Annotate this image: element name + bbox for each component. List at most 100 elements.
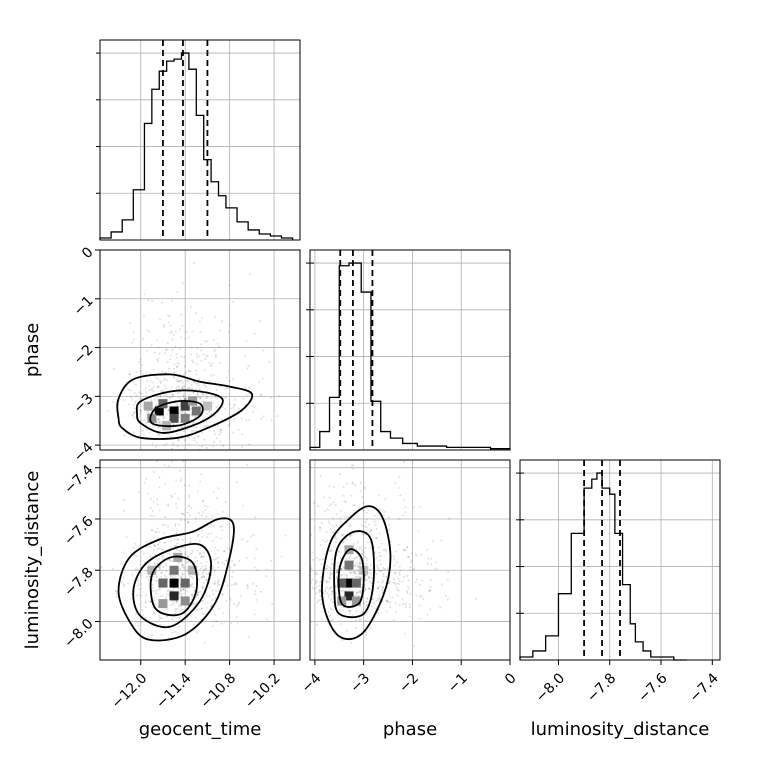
scatter-point — [196, 608, 199, 611]
scatter-point — [156, 433, 159, 436]
scatter-point — [343, 573, 346, 576]
scatter-point — [202, 453, 204, 455]
scatter-point — [339, 509, 342, 512]
scatter-point — [211, 624, 214, 627]
scatter-point — [345, 573, 348, 576]
scatter-point — [123, 585, 126, 588]
scatter-point — [366, 541, 369, 544]
scatter-point — [362, 509, 365, 512]
scatter-point — [190, 551, 193, 554]
scatter-point — [314, 571, 317, 574]
scatter-point — [183, 452, 185, 454]
scatter-point — [203, 612, 206, 615]
scatter-point — [239, 594, 242, 597]
scatter-point — [328, 496, 331, 499]
scatter-point — [182, 564, 185, 567]
scatter-point — [132, 413, 135, 416]
scatter-point — [195, 631, 198, 634]
scatter-point — [196, 452, 198, 454]
scatter-point — [331, 600, 334, 603]
scatter-point — [381, 589, 384, 592]
scatter-point — [331, 590, 334, 593]
scatter-point — [197, 393, 200, 396]
scatter-point — [369, 568, 372, 571]
scatter-point — [336, 568, 339, 571]
scatter-point — [123, 499, 126, 502]
scatter-point — [187, 521, 190, 524]
scatter-point — [133, 554, 136, 557]
scatter-point — [231, 300, 234, 303]
scatter-point — [188, 484, 191, 487]
scatter-point — [212, 558, 215, 561]
scatter-point — [139, 583, 142, 586]
scatter-point — [142, 337, 145, 340]
scatter-point — [310, 533, 313, 536]
y-tick-label: −3 — [71, 391, 97, 417]
scatter-point — [209, 364, 212, 367]
scatter-point — [157, 543, 160, 546]
scatter-point — [407, 579, 410, 582]
scatter-point — [228, 423, 231, 426]
scatter-point — [151, 589, 154, 592]
scatter-point — [250, 535, 253, 538]
scatter-point — [229, 598, 232, 601]
scatter-point — [205, 425, 208, 428]
density-cell — [143, 401, 153, 411]
scatter-point — [179, 589, 182, 592]
scatter-point — [329, 567, 332, 570]
scatter-point — [399, 494, 402, 497]
scatter-point — [129, 396, 132, 399]
scatter-point — [192, 623, 195, 626]
scatter-point — [183, 385, 186, 388]
scatter-point — [176, 385, 179, 388]
scatter-point — [222, 444, 225, 447]
scatter-point — [339, 608, 342, 611]
scatter-point — [155, 397, 158, 400]
scatter-point — [360, 577, 363, 580]
scatter-point — [198, 388, 201, 391]
scatter-point — [359, 591, 362, 594]
scatter-point — [214, 316, 217, 319]
scatter-point — [146, 329, 149, 332]
scatter-point — [123, 509, 126, 512]
scatter-point — [392, 581, 395, 584]
scatter-point — [364, 579, 367, 582]
scatter-point — [404, 603, 407, 606]
scatter-point — [394, 602, 397, 605]
scatter-point — [132, 431, 135, 434]
scatter-point — [318, 589, 321, 592]
scatter-point — [191, 549, 194, 552]
scatter-point — [208, 361, 211, 364]
scatter-point — [161, 571, 164, 574]
scatter-point — [145, 379, 148, 382]
scatter-point — [168, 396, 171, 399]
scatter-point — [376, 597, 379, 600]
scatter-point — [377, 494, 380, 497]
scatter-point — [475, 597, 478, 600]
scatter-point — [186, 380, 189, 383]
scatter-point — [318, 591, 321, 594]
scatter-point — [412, 568, 415, 571]
scatter-point — [225, 559, 228, 562]
scatter-point — [140, 369, 143, 372]
scatter-point — [189, 575, 192, 578]
scatter-point — [340, 567, 343, 570]
contour-level-2 — [132, 542, 213, 629]
scatter-point — [246, 584, 249, 587]
scatter-point — [349, 569, 352, 572]
scatter-point — [153, 398, 156, 401]
scatter-point — [192, 451, 194, 453]
scatter-point — [355, 618, 358, 621]
scatter-point — [324, 541, 327, 544]
scatter-point — [366, 596, 369, 599]
scatter-point — [245, 340, 248, 343]
scatter-point — [182, 546, 185, 549]
scatter-point — [183, 373, 186, 376]
scatter-point — [183, 398, 186, 401]
scatter-point — [219, 431, 222, 434]
scatter-point — [182, 430, 185, 433]
scatter-point — [405, 590, 408, 593]
scatter-point — [163, 429, 166, 432]
scatter-point — [142, 614, 145, 617]
scatter-point — [194, 560, 197, 563]
